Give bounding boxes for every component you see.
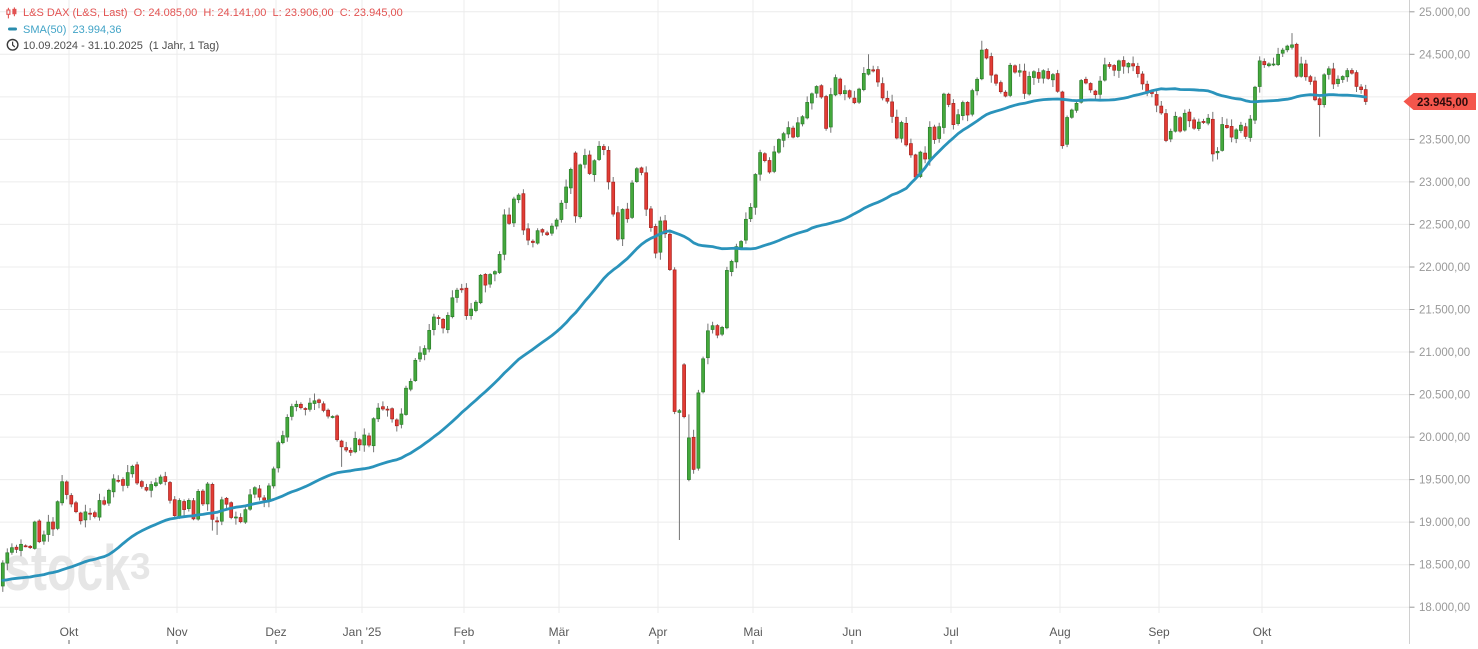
svg-text:Dez: Dez (265, 625, 286, 639)
svg-text:25.000,00: 25.000,00 (1419, 7, 1470, 19)
svg-text:19.000,00: 19.000,00 (1419, 517, 1470, 529)
svg-text:Apr: Apr (649, 625, 668, 639)
svg-text:24.500,00: 24.500,00 (1419, 49, 1470, 61)
svg-text:L&S DAX (L&S, Last) O: 24.085: L&S DAX (L&S, Last) O: 24.085,00 H: 24.1… (23, 7, 403, 19)
svg-text:SMA(50) 23.994,36: SMA(50) 23.994,36 (23, 24, 121, 36)
svg-text:10.09.2024 - 31.10.2025 (1 Ja: 10.09.2024 - 31.10.2025 (1 Jahr, 1 Tag) (23, 40, 219, 52)
svg-text:23.000,00: 23.000,00 (1419, 177, 1470, 189)
svg-text:Sep: Sep (1148, 625, 1170, 639)
svg-text:Mai: Mai (743, 625, 762, 639)
svg-text:Feb: Feb (454, 625, 475, 639)
svg-text:21.000,00: 21.000,00 (1419, 347, 1470, 359)
svg-text:18.000,00: 18.000,00 (1419, 602, 1470, 614)
svg-text:Jun: Jun (842, 625, 861, 639)
svg-text:Okt: Okt (60, 625, 79, 639)
svg-text:23.945,00: 23.945,00 (1417, 97, 1468, 109)
svg-text:22.500,00: 22.500,00 (1419, 219, 1470, 231)
svg-text:Mär: Mär (549, 625, 570, 639)
svg-text:Jan ’25: Jan ’25 (343, 625, 382, 639)
svg-text:Aug: Aug (1049, 625, 1070, 639)
svg-text:19.500,00: 19.500,00 (1419, 475, 1470, 487)
svg-text:22.000,00: 22.000,00 (1419, 262, 1470, 274)
svg-text:Okt: Okt (1253, 625, 1272, 639)
svg-text:Jul: Jul (943, 625, 958, 639)
svg-text:21.500,00: 21.500,00 (1419, 305, 1470, 317)
svg-text:3: 3 (130, 546, 151, 587)
svg-text:20.500,00: 20.500,00 (1419, 390, 1470, 402)
svg-text:23.500,00: 23.500,00 (1419, 134, 1470, 146)
svg-text:Nov: Nov (166, 625, 187, 639)
svg-text:18.500,00: 18.500,00 (1419, 560, 1470, 572)
svg-text:20.000,00: 20.000,00 (1419, 432, 1470, 444)
